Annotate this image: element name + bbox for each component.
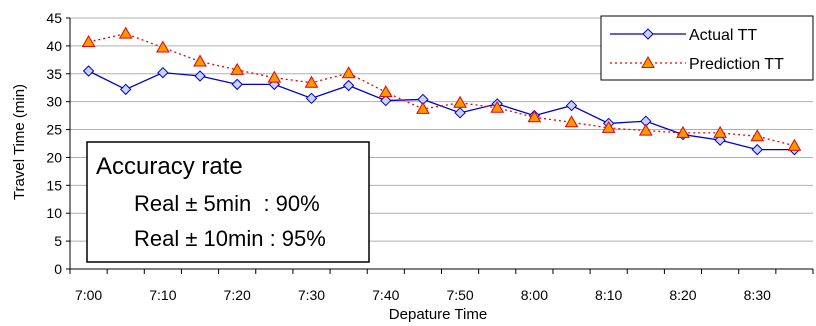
series-line [88, 32, 795, 147]
y-tick-label: 0 [54, 261, 62, 277]
data-point [118, 26, 133, 39]
series-layer [81, 26, 802, 156]
data-point [193, 54, 207, 67]
data-point [156, 40, 170, 53]
data-point [638, 123, 653, 136]
x-tick-label: 7:00 [75, 287, 102, 303]
data-point [120, 83, 132, 96]
x-tick-label: 7:50 [446, 287, 473, 303]
legend-marker [642, 28, 654, 40]
y-tick-label: 5 [54, 233, 62, 249]
data-point [750, 129, 765, 142]
series-prediction-tt [81, 26, 802, 151]
y-tick-label: 20 [46, 149, 62, 165]
legend-item: Actual TT [610, 27, 757, 44]
y-tick-label: 40 [46, 38, 62, 54]
data-point [564, 115, 579, 128]
data-point [378, 85, 393, 98]
y-axis-ticks: 0 5 10 15 20 25 30 35 40 45 [46, 10, 70, 277]
data-point [157, 66, 169, 79]
data-point [601, 120, 616, 133]
legend-item: Prediction TT [610, 55, 784, 73]
data-point [416, 101, 430, 114]
data-point [82, 65, 95, 77]
x-tick-label: 7:20 [224, 287, 251, 303]
data-point [527, 110, 542, 123]
y-tick-label: 25 [46, 122, 62, 138]
data-point [267, 70, 282, 83]
data-point [342, 79, 355, 92]
data-point [713, 125, 727, 138]
data-point [751, 143, 763, 156]
data-point [230, 62, 245, 75]
legend-box [600, 15, 814, 81]
data-point [341, 66, 356, 79]
y-tick-label: 35 [46, 66, 62, 82]
legend-label: Actual TT [689, 27, 757, 44]
x-tick-label: 8:00 [521, 287, 548, 303]
x-tick-label: 8:20 [669, 287, 696, 303]
data-point [194, 70, 206, 82]
accuracy-line-5min: Real ± 5min : 90% [134, 191, 320, 216]
data-point [305, 92, 318, 105]
y-tick-label: 15 [46, 177, 62, 193]
x-tick-label: 7:10 [149, 287, 176, 303]
legend-marker [641, 55, 655, 68]
y-tick-label: 30 [46, 94, 62, 110]
data-point [490, 100, 505, 113]
data-point [81, 34, 96, 47]
data-point [231, 78, 243, 91]
data-point [453, 95, 467, 108]
data-point [787, 138, 802, 151]
data-point [380, 94, 392, 107]
data-point [676, 125, 690, 138]
y-tick-label: 10 [46, 205, 62, 221]
accuracy-annotation: Accuracy rate Real ± 5min : 90% Real ± 1… [86, 141, 370, 263]
x-tick-label: 7:40 [372, 287, 399, 303]
accuracy-title: Accuracy rate [96, 153, 243, 180]
x-tick-label: 7:30 [298, 287, 325, 303]
legend-label: Prediction TT [689, 56, 784, 73]
x-axis-title: Depature Time [389, 306, 487, 323]
x-axis-ticks: 7:00 7:10 7:20 7:30 7:40 7:50 8:00 8:10 8:20 8:30 [69, 269, 814, 303]
x-tick-label: 8:30 [744, 287, 771, 303]
accuracy-box-frame [86, 141, 370, 263]
y-axis-title: Travel Time (min) [11, 84, 28, 200]
data-point [304, 75, 319, 88]
data-point [565, 99, 578, 112]
accuracy-line-10min: Real ± 10min : 95% [134, 226, 326, 251]
x-tick-label: 8:10 [595, 287, 622, 303]
y-tick-label: 45 [46, 10, 62, 26]
data-point [454, 107, 466, 119]
legend: Actual TT Prediction TT [600, 15, 814, 81]
